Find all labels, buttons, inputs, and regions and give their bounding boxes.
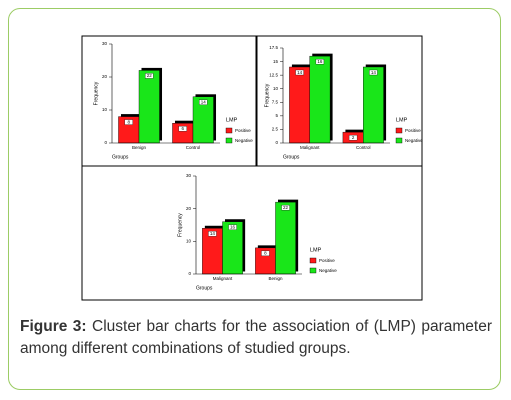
legend-label: Positive: [319, 258, 335, 263]
value-label-box: [208, 231, 217, 237]
y-tick-label: 10: [273, 86, 279, 91]
value-label-box: [281, 204, 290, 211]
y-tick-label: 5: [275, 113, 278, 118]
caption-text: Cluster bar charts for the association o…: [20, 318, 493, 357]
value-label-box: [295, 69, 304, 76]
x-tick-label: Benign: [268, 276, 283, 281]
value-label: 14: [371, 70, 377, 75]
value-label: 14: [201, 100, 207, 105]
value-label-box: [124, 119, 133, 125]
value-label-box: [228, 224, 237, 230]
value-label: 2: [352, 135, 355, 140]
chart-frame: [81, 35, 257, 167]
y-axis-label: Frequency: [264, 83, 270, 107]
y-axis-label: Frequency: [93, 81, 99, 105]
bar: [289, 66, 310, 144]
y-tick-label: 10: [102, 107, 108, 112]
value-label: 14: [297, 70, 303, 75]
x-tick-label: Benign: [132, 145, 147, 150]
y-tick-label: 0: [275, 140, 278, 145]
chart-frame: [81, 165, 423, 301]
y-tick-label: 7.5: [272, 99, 279, 104]
value-label: 16: [230, 225, 236, 230]
y-tick-label: 30: [186, 173, 192, 178]
bar: [275, 201, 296, 275]
value-label-box: [199, 99, 208, 105]
legend-swatch: [395, 127, 403, 134]
legend-label: Negative: [405, 138, 423, 143]
y-tick-label: 15: [273, 59, 279, 64]
figure: 0102030Benign822Control614GroupsFrequenc…: [81, 35, 423, 301]
caption-label: Figure 3:: [20, 318, 87, 335]
value-label-box: [261, 250, 270, 257]
figure-frame: [8, 8, 501, 390]
caption: Figure 3: Cluster bar charts for the ass…: [20, 316, 492, 360]
value-label: 8: [127, 119, 130, 124]
value-label: 22: [283, 205, 289, 210]
y-tick-label: 10: [186, 239, 192, 244]
y-tick-label: 2.5: [272, 127, 279, 132]
y-axis-label: Frequency: [177, 213, 183, 237]
y-tick-label: 20: [102, 74, 108, 79]
legend-label: Positive: [405, 128, 421, 133]
x-tick-label: Control: [186, 145, 201, 150]
y-tick-label: 0: [188, 271, 191, 276]
x-axis-label: Groups: [112, 154, 129, 160]
legend-label: Positive: [235, 128, 251, 133]
legend-title: LMP: [310, 247, 322, 253]
value-label: 16: [317, 59, 323, 64]
value-label-box: [145, 73, 154, 79]
legend-swatch: [309, 257, 317, 264]
y-tick-label: 30: [102, 41, 108, 46]
value-label: 8: [264, 251, 267, 256]
legend-swatch: [225, 137, 233, 144]
value-label-box: [348, 134, 358, 141]
value-label-box: [315, 58, 325, 65]
legend-swatch: [395, 137, 403, 144]
chart-frame: [256, 35, 423, 167]
legend-swatch: [225, 127, 233, 134]
x-tick-label: Malignant: [213, 276, 233, 281]
bar: [309, 55, 331, 144]
y-tick-label: 12.5: [269, 72, 278, 77]
y-tick-label: 0: [104, 140, 107, 145]
value-label: 6: [181, 126, 184, 131]
legend-label: Negative: [235, 138, 253, 143]
legend-swatch: [309, 267, 317, 274]
value-label: 22: [147, 73, 153, 78]
x-tick-label: Malignant: [300, 145, 320, 150]
y-tick-label: 20: [186, 206, 192, 211]
x-tick-label: Control: [356, 145, 371, 150]
legend-title: LMP: [396, 117, 408, 123]
legend-label: Negative: [319, 268, 337, 273]
bar: [363, 66, 384, 144]
value-label: 14: [210, 231, 216, 236]
x-axis-label: Groups: [283, 154, 300, 160]
value-label-box: [178, 126, 187, 132]
y-tick-label: 17.5: [269, 45, 278, 50]
legend-title: LMP: [226, 117, 238, 123]
bar: [138, 70, 160, 144]
x-axis-label: Groups: [196, 285, 213, 291]
value-label-box: [369, 69, 378, 76]
